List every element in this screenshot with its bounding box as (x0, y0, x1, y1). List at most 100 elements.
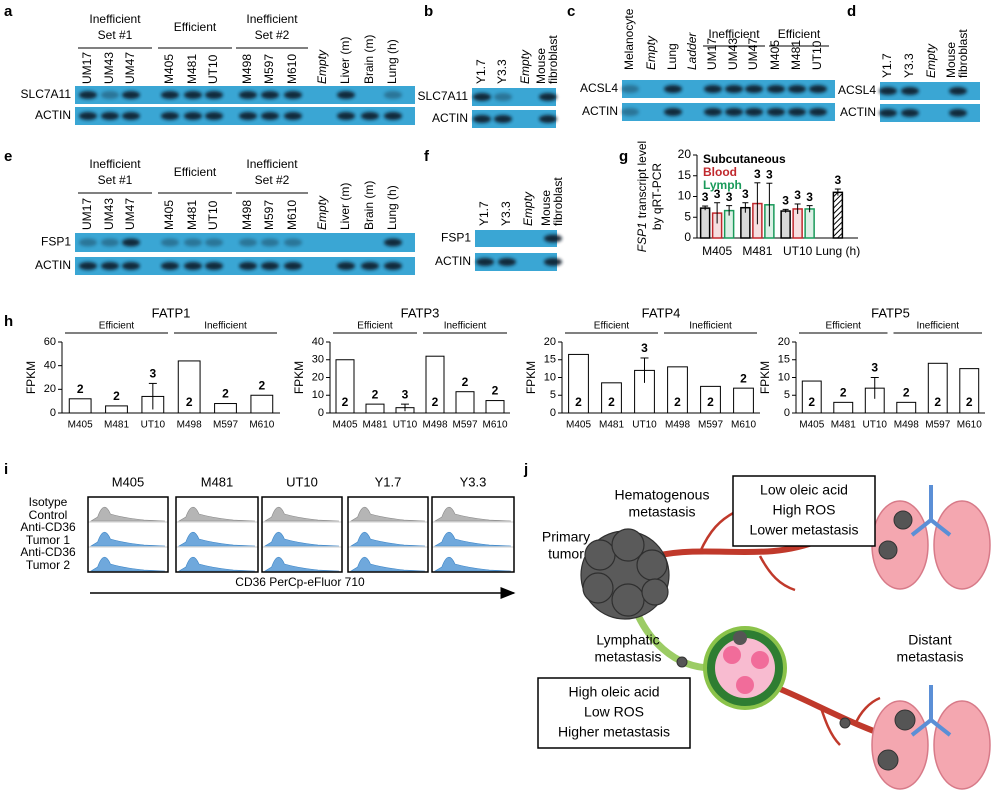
blot-band (704, 108, 722, 116)
n-label: 3 (726, 190, 733, 204)
bar (177, 360, 201, 414)
blot-strip (472, 110, 556, 128)
n-label: 3 (782, 194, 789, 208)
x-tick-label: Lung (h) (816, 244, 861, 258)
group-label: Inefficient (204, 321, 247, 332)
tumor-lobe (636, 549, 668, 581)
row-label: Isotype (29, 495, 68, 509)
n-label: 2 (222, 387, 229, 401)
lane-label: UM17 (80, 52, 94, 84)
x-tick-label: M498 (422, 420, 447, 431)
blot-band (122, 238, 140, 247)
blot-band (161, 262, 179, 270)
blot-band (901, 109, 919, 117)
group-label: Efficient (99, 321, 135, 332)
bar (832, 191, 844, 239)
bar (455, 391, 475, 414)
blot-band (284, 91, 302, 99)
group-label: Inefficient (246, 12, 298, 26)
y-tick-label: 15 (778, 354, 790, 366)
histogram-box (261, 496, 343, 573)
n-label: 2 (966, 395, 973, 409)
bar (801, 380, 822, 414)
lane-label: M481 (789, 40, 803, 70)
n-label: 3 (714, 187, 721, 201)
bar (365, 403, 385, 414)
blot-band (949, 87, 967, 95)
lane-label: M405 (768, 40, 782, 70)
error-bar (870, 377, 879, 399)
n-label: 3 (702, 190, 709, 204)
x-tick-label: UT10 (393, 420, 418, 431)
blot-band (261, 91, 279, 99)
n-label: 3 (835, 173, 842, 187)
ctc (676, 656, 688, 668)
column-title: UT10 (286, 474, 318, 489)
lane-label: M498 (240, 200, 254, 230)
y-tick-label: 20 (678, 147, 692, 161)
blot-band (901, 87, 919, 95)
histogram-box (347, 496, 429, 573)
x-tick-label: M481 (831, 420, 856, 431)
y-tick-label: 30 (312, 354, 324, 366)
lane-label: Lung (665, 43, 679, 70)
y-tick-label: 60 (44, 336, 56, 348)
error-bar (766, 182, 773, 227)
error-bar (834, 188, 841, 196)
primary-tumor (580, 528, 670, 620)
x-tick-label: UT10 (632, 420, 657, 431)
n-label: 2 (740, 371, 747, 385)
text-box (537, 677, 691, 749)
x-tick-label: M597 (213, 420, 238, 431)
histogram (263, 531, 340, 547)
group-label: Efficient (174, 20, 217, 34)
n-label: 2 (903, 386, 910, 400)
y-tick-label: 20 (544, 336, 556, 348)
diagram-label: Distant (908, 632, 952, 648)
panel-label: h (4, 313, 13, 330)
histogram (349, 506, 426, 522)
error-bar (148, 382, 157, 410)
blot-band (539, 115, 557, 123)
blot-band (384, 262, 402, 270)
blot-row-label: SLC7A11 (21, 87, 72, 101)
diagram-label: Primary (542, 529, 590, 545)
n-label: 2 (492, 384, 499, 398)
blot-band (879, 109, 897, 117)
n-label: 2 (113, 389, 120, 403)
histogram (177, 556, 256, 572)
legend-entry: Lymph (703, 178, 742, 192)
histogram-box (175, 496, 259, 573)
blot-band (284, 238, 302, 247)
diagram-label: metastasis (629, 504, 696, 520)
n-label: 3 (149, 367, 156, 381)
diagram-label: tumor (548, 546, 584, 562)
y-tick-label: 15 (544, 354, 556, 366)
n-label: 2 (186, 395, 193, 409)
lane-label: Liver (m) (338, 183, 352, 230)
blot-band (261, 262, 279, 270)
blot-band (101, 91, 119, 99)
n-label: 3 (806, 190, 813, 204)
blot-band (725, 108, 743, 116)
x-tick-label: M610 (482, 420, 507, 431)
histogram (177, 531, 256, 547)
lane-label: Mouse (534, 48, 548, 84)
lane-label: Y3.3 (902, 53, 916, 78)
y-tick-label: 20 (312, 371, 324, 383)
blot-band (161, 91, 179, 99)
blot-row-label: ACTIN (582, 104, 618, 118)
x-tick-label: M481 (599, 420, 624, 431)
blot-band (101, 238, 119, 247)
blot-band (621, 108, 639, 116)
blot-band (544, 234, 562, 243)
blot-band (767, 85, 785, 93)
group-label: Set #2 (255, 173, 290, 187)
lane-label: M498 (240, 54, 254, 84)
bar (214, 403, 237, 414)
blot-band (205, 91, 223, 99)
y-tick-label: 40 (312, 336, 324, 348)
lane-label: M610 (285, 200, 299, 230)
follicle (723, 646, 741, 664)
y-axis-label-text: transcript level (635, 141, 649, 218)
